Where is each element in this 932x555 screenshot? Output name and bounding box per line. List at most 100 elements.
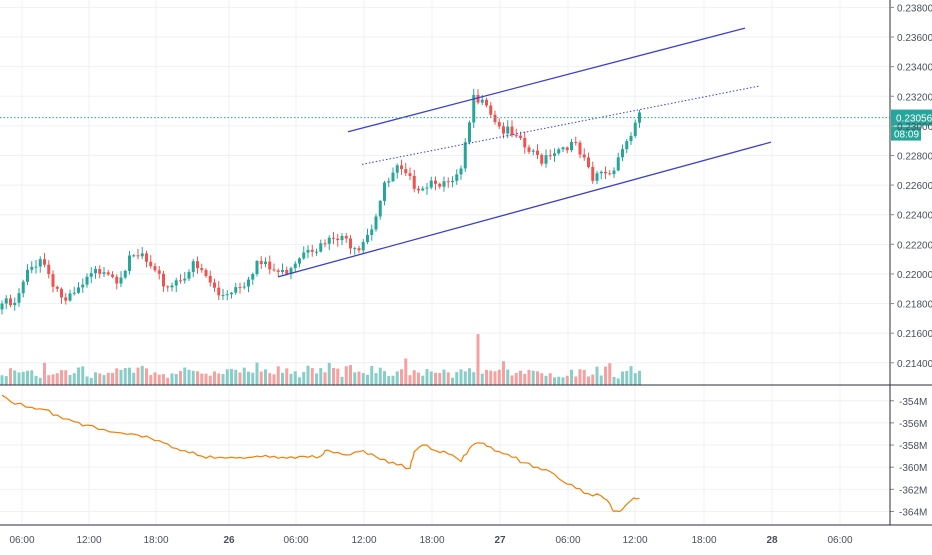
volume-bar <box>395 371 399 385</box>
candle-body <box>493 114 497 123</box>
candle-body <box>123 270 127 278</box>
candle-body <box>208 275 212 283</box>
candle-body <box>136 255 140 257</box>
volume-bar <box>570 369 573 385</box>
candle-body <box>128 255 131 271</box>
candle-body <box>425 187 429 189</box>
candle-body <box>55 286 59 289</box>
volume-bar <box>468 368 471 385</box>
candles <box>0 88 641 315</box>
volume-bar <box>604 366 607 385</box>
candle-body <box>383 182 386 201</box>
indicator-line <box>1 394 640 513</box>
volume-bar <box>51 374 55 385</box>
candle-body <box>629 135 633 142</box>
volume-bar <box>485 369 488 385</box>
candle-body <box>400 165 403 170</box>
volume-bar <box>323 372 327 385</box>
volume-bar <box>98 373 102 385</box>
volume-bar <box>599 375 603 385</box>
volume-bar <box>629 366 633 385</box>
indicator-y-tick-label: -358M <box>899 441 927 452</box>
candle-body <box>340 235 344 241</box>
candle-body <box>302 252 306 259</box>
candle-body <box>395 165 399 173</box>
volume-bar <box>298 377 301 385</box>
y-tick-label: 0.22400 <box>897 211 932 222</box>
volume-bar <box>412 370 416 385</box>
candle-body <box>268 261 272 270</box>
candle-body <box>94 269 97 274</box>
volume-bar <box>633 373 637 385</box>
candle-body <box>357 248 361 251</box>
volume-bar <box>238 372 242 385</box>
candle-body <box>293 263 297 269</box>
volume-bar <box>502 361 505 385</box>
countdown-bg <box>891 126 921 141</box>
volume-bar <box>272 374 276 385</box>
candle-body <box>221 294 225 296</box>
candle-body <box>570 142 573 151</box>
candle-body <box>463 142 467 169</box>
volume-bar <box>510 375 514 385</box>
volume-bar <box>47 375 51 385</box>
volume-bar <box>625 370 629 385</box>
volume-bar <box>557 376 561 385</box>
volume-bar <box>451 377 454 385</box>
candle-body <box>191 261 195 273</box>
candle-body <box>281 269 284 272</box>
volume-bar <box>608 363 612 385</box>
y-tick-label: 0.23000 <box>897 122 932 133</box>
candle-body <box>408 173 412 176</box>
candle-body <box>378 200 382 217</box>
x-tick-label: 18:00 <box>419 535 444 546</box>
volume-bar <box>332 367 335 385</box>
volume-bar <box>179 370 182 385</box>
volume-bar <box>9 368 12 385</box>
volume-bar <box>60 370 63 385</box>
volume-bar <box>281 372 284 385</box>
price-label: 0.23056 <box>896 114 932 125</box>
volume-bar <box>255 362 259 385</box>
candle-body <box>102 272 106 274</box>
candle-body <box>64 297 68 301</box>
candle-body <box>187 272 191 279</box>
volume-bar <box>17 372 21 385</box>
volume-bar <box>68 375 72 385</box>
candle-body <box>60 288 63 298</box>
volume-bar <box>336 368 340 385</box>
x-tick-label: 26 <box>223 535 235 546</box>
volume-bar <box>208 375 212 385</box>
candle-body <box>30 266 34 270</box>
candle-body <box>230 292 233 295</box>
candle-body <box>353 248 357 250</box>
price-label-bg <box>891 109 932 126</box>
volume-bar <box>523 373 527 385</box>
indicator-pane <box>1 394 640 513</box>
candle-body <box>633 122 637 136</box>
x-tick-label: 06:00 <box>555 535 580 546</box>
x-tick-label: 06:00 <box>9 535 34 546</box>
volume-bar <box>234 369 238 385</box>
volume-bar <box>446 372 450 385</box>
volume-bar <box>548 373 552 385</box>
volume-bar <box>340 376 344 385</box>
volume-bar <box>344 366 348 385</box>
volume-bar <box>595 366 599 385</box>
candle-body <box>13 302 17 306</box>
candle-body <box>480 99 484 103</box>
candle-body <box>514 135 518 137</box>
candle-body <box>111 274 114 277</box>
volume-bar <box>327 362 331 385</box>
volume-bar <box>480 373 484 385</box>
candle-body <box>591 167 595 181</box>
volume-bar <box>353 372 357 385</box>
candle-body <box>502 126 505 134</box>
volume-bar <box>349 365 352 385</box>
x-tick-label: 27 <box>494 535 506 546</box>
volume-bar <box>459 369 463 385</box>
candle-body <box>34 266 38 268</box>
candle-body <box>238 287 242 289</box>
